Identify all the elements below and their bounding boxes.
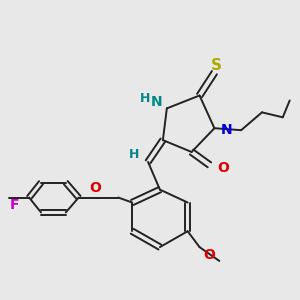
Text: N: N [151, 95, 163, 110]
Text: O: O [203, 248, 215, 262]
Text: F: F [10, 199, 19, 212]
Text: O: O [218, 161, 229, 175]
Text: H: H [140, 92, 150, 105]
Text: S: S [211, 58, 222, 73]
Text: H: H [129, 148, 139, 161]
Text: O: O [90, 181, 101, 195]
Text: N: N [220, 123, 232, 137]
